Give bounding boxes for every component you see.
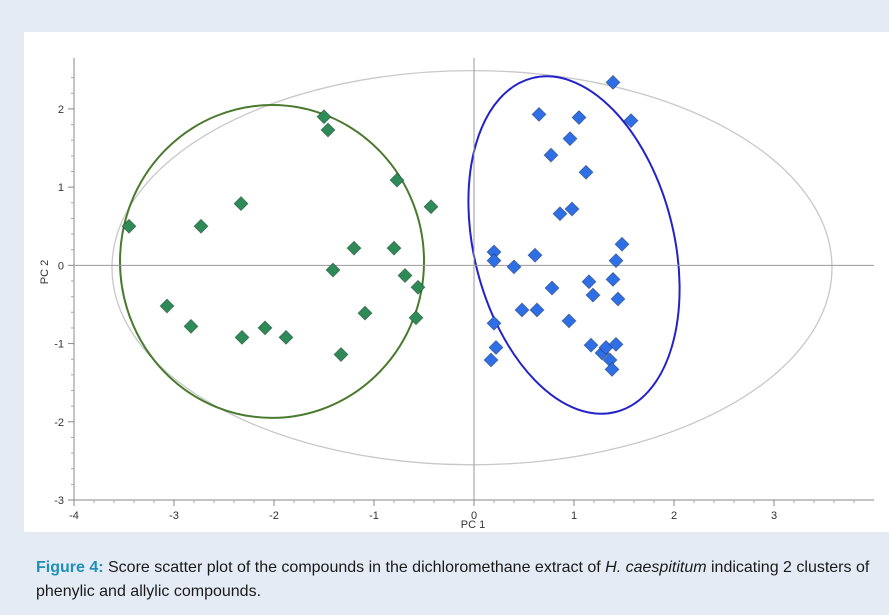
data-point-cluster-1 [233,196,249,212]
data-point-cluster-2 [571,109,587,126]
data-point-cluster-2 [543,147,559,163]
caption-text-before: Score scatter plot of the compounds in t… [103,559,606,576]
data-point-cluster-2 [506,259,522,275]
label-layer: PC 1 PC 2 -4 -3 -2 -1 0 1 2 3 -3 -2 -1 0 1 2 [39,104,777,531]
cluster-ellipse-1 [119,104,425,419]
data-point-cluster-2 [514,302,530,318]
y-tick-label: -3 [54,495,64,507]
data-point-cluster-1 [408,310,424,326]
data-point-cluster-1 [389,172,405,188]
data-point-cluster-1 [357,305,373,321]
axis-layer [68,58,874,506]
y-axis-title: PC 2 [39,260,51,284]
data-point-cluster-1 [346,240,362,256]
data-point-cluster-1 [320,122,336,138]
x-axis-title: PC 1 [461,519,485,531]
data-point-cluster-1 [234,329,250,345]
data-point-cluster-2 [483,352,499,368]
data-point-cluster-2 [604,361,620,377]
caption-text-after: indicating 2 clusters of phenylic and al… [36,559,870,600]
data-point-cluster-1 [423,199,439,215]
x-tick-label: -1 [369,510,379,522]
data-point-cluster-2 [486,315,502,331]
y-tick-label: -1 [54,339,64,351]
data-point-cluster-2 [581,274,597,290]
data-point-cluster-2 [488,339,504,356]
caption-species: H. caespititum [605,559,707,576]
data-point-cluster-1 [257,320,273,336]
data-point-cluster-2 [614,236,630,252]
y-tick-label: 2 [58,104,64,116]
data-point-cluster-1 [121,218,137,234]
data-point-cluster-2 [561,313,577,329]
data-point-cluster-1 [193,218,209,234]
caption-label: Figure 4: [36,559,104,576]
x-tick-label: 0 [471,510,477,522]
ellipse-layer [111,69,833,466]
data-point-cluster-1 [316,109,332,125]
data-point-cluster-1 [410,279,426,295]
data-point-cluster-1 [183,318,199,334]
data-point-cluster-1 [159,298,175,314]
x-tick-label: 1 [571,510,577,522]
hotelling-ellipse [111,69,833,466]
y-tick-label: 1 [58,182,64,194]
data-point-cluster-2 [608,253,624,269]
data-point-cluster-2 [552,206,568,222]
data-point-cluster-1 [333,346,349,363]
data-point-cluster-2 [564,201,580,217]
x-tick-label: 3 [771,510,777,522]
data-point-cluster-2 [531,106,547,122]
plot-frame: PC 1 PC 2 -4 -3 -2 -1 0 1 2 3 -3 -2 -1 0 1 2 [24,32,889,532]
y-tick-label: 0 [58,260,64,272]
x-tick-label: -2 [269,510,279,522]
x-tick-label: 2 [671,510,677,522]
data-point-cluster-1 [278,329,294,345]
data-point-cluster-1 [397,267,413,284]
data-point-cluster-2 [578,164,594,180]
y-tick-label: -2 [54,417,64,429]
data-point-cluster-2 [527,247,543,263]
data-point-cluster-2 [486,253,502,269]
data-point-cluster-2 [610,291,626,307]
data-point-cluster-2 [605,271,621,288]
data-point-cluster-2 [608,336,624,352]
figure-caption: Figure 4: Score scatter plot of the comp… [36,556,886,604]
score-scatter-plot: PC 1 PC 2 -4 -3 -2 -1 0 1 2 3 -3 -2 -1 0 1 2 [39,58,874,531]
data-point-cluster-2 [585,287,601,303]
data-point-cluster-2 [623,113,639,129]
data-point-cluster-2 [562,131,578,147]
data-point-cluster-2 [605,74,621,90]
data-point-cluster-2 [529,302,545,318]
point-layer [121,74,639,377]
cluster-ellipse-2 [467,75,681,415]
data-point-cluster-1 [386,240,402,256]
x-tick-label: -4 [69,510,79,522]
data-point-cluster-2 [544,280,560,296]
data-point-cluster-2 [583,337,599,353]
data-point-cluster-1 [325,262,341,278]
x-tick-label: -3 [169,510,179,522]
